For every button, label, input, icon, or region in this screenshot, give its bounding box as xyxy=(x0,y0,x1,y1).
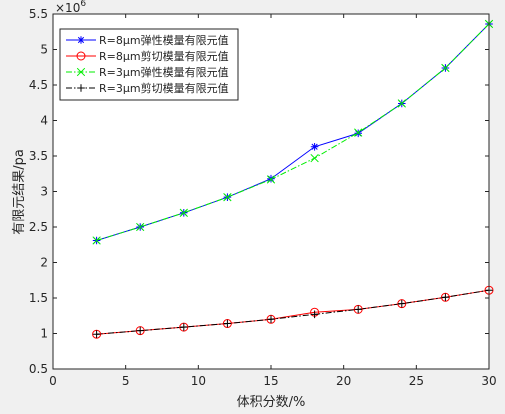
x-ticks: 0 5 10 15 20 25 30 xyxy=(49,14,497,388)
y-tick-label: 5 xyxy=(40,43,48,57)
x-tick-label: 15 xyxy=(263,374,278,388)
x-tick-label: 5 xyxy=(122,374,130,388)
plot-lines xyxy=(96,23,490,335)
x-tick-label: 20 xyxy=(336,374,351,388)
series-2-point xyxy=(179,322,189,332)
series-4-point xyxy=(136,326,144,335)
legend-marker-1 xyxy=(77,36,85,44)
y-tick-label: 0.5 xyxy=(29,362,48,376)
series-2-point xyxy=(266,314,276,324)
series-2-point xyxy=(353,304,363,314)
x-tick-label: 0 xyxy=(49,374,57,388)
y-tick-label: 4 xyxy=(40,114,48,128)
series-3-point xyxy=(397,99,406,108)
series-3-point xyxy=(441,63,450,73)
legend-marker-4 xyxy=(77,84,85,92)
series-3-point xyxy=(92,236,101,245)
y-tick-label: 3 xyxy=(40,185,48,199)
series-4-point xyxy=(92,330,101,339)
series-3-point xyxy=(266,175,276,184)
y-tick-label: 1.5 xyxy=(29,291,48,305)
y-tick-label: 3.5 xyxy=(29,149,48,163)
x-axis-label: 体积分数/% xyxy=(237,395,306,410)
series-4-point xyxy=(310,310,319,319)
series-1-point xyxy=(267,174,275,183)
series-2-point xyxy=(135,326,145,336)
series-2-point xyxy=(92,329,102,339)
series-1-point xyxy=(310,142,319,151)
y-ticks: 0.5 1 1.5 2 2.5 3 3.5 4 4.5 5 5.5 xyxy=(29,7,489,376)
series-2-point xyxy=(222,319,232,329)
legend-label-4: R=3μm剪切模量有限元值 xyxy=(99,81,229,95)
legend-marker-2 xyxy=(76,51,86,61)
y-tick-label: 2 xyxy=(40,256,48,270)
series-4-point xyxy=(354,305,362,314)
y-tick-label: 2.5 xyxy=(29,220,48,234)
series-3-point xyxy=(354,128,363,137)
plot-markers xyxy=(92,19,494,339)
x-tick-label: 30 xyxy=(481,374,496,388)
y-exponent-label: ×106 xyxy=(55,0,86,15)
series-1-point xyxy=(354,129,362,138)
legend-label-1: R=8μm弹性模量有限元值 xyxy=(99,33,229,47)
series-3-point xyxy=(223,193,232,202)
series-4-point xyxy=(398,299,406,308)
series-line-3 xyxy=(96,23,490,241)
series-3-point xyxy=(179,208,188,217)
legend-marker-3 xyxy=(76,67,86,77)
series-4-point xyxy=(441,293,450,302)
series-line-4 xyxy=(96,289,490,335)
series-4-point xyxy=(180,323,188,331)
series-line-1 xyxy=(96,23,490,241)
series-3-point xyxy=(136,222,145,232)
y-tick-label: 4.5 xyxy=(29,78,48,92)
x-tick-label: 25 xyxy=(409,374,424,388)
series-2-point xyxy=(440,292,450,302)
legend: R=8μm弹性模量有限元值 R=8μm剪切模量有限元值 R=3μm弹性模量有限元值 R… xyxy=(59,28,239,101)
y-axis-label: 有限元结果/pa xyxy=(12,149,27,235)
series-4-point xyxy=(223,319,232,328)
legend-label-3: R=3μm弹性模量有限元值 xyxy=(99,65,229,79)
y-tick-label: 5.5 xyxy=(29,7,48,21)
series-4-point xyxy=(267,315,275,324)
x-tick-label: 10 xyxy=(191,374,206,388)
y-tick-label: 1 xyxy=(40,327,48,341)
legend-label-2: R=8μm剪切模量有限元值 xyxy=(99,49,229,63)
series-3-point xyxy=(310,153,319,163)
series-2-point xyxy=(397,299,407,309)
